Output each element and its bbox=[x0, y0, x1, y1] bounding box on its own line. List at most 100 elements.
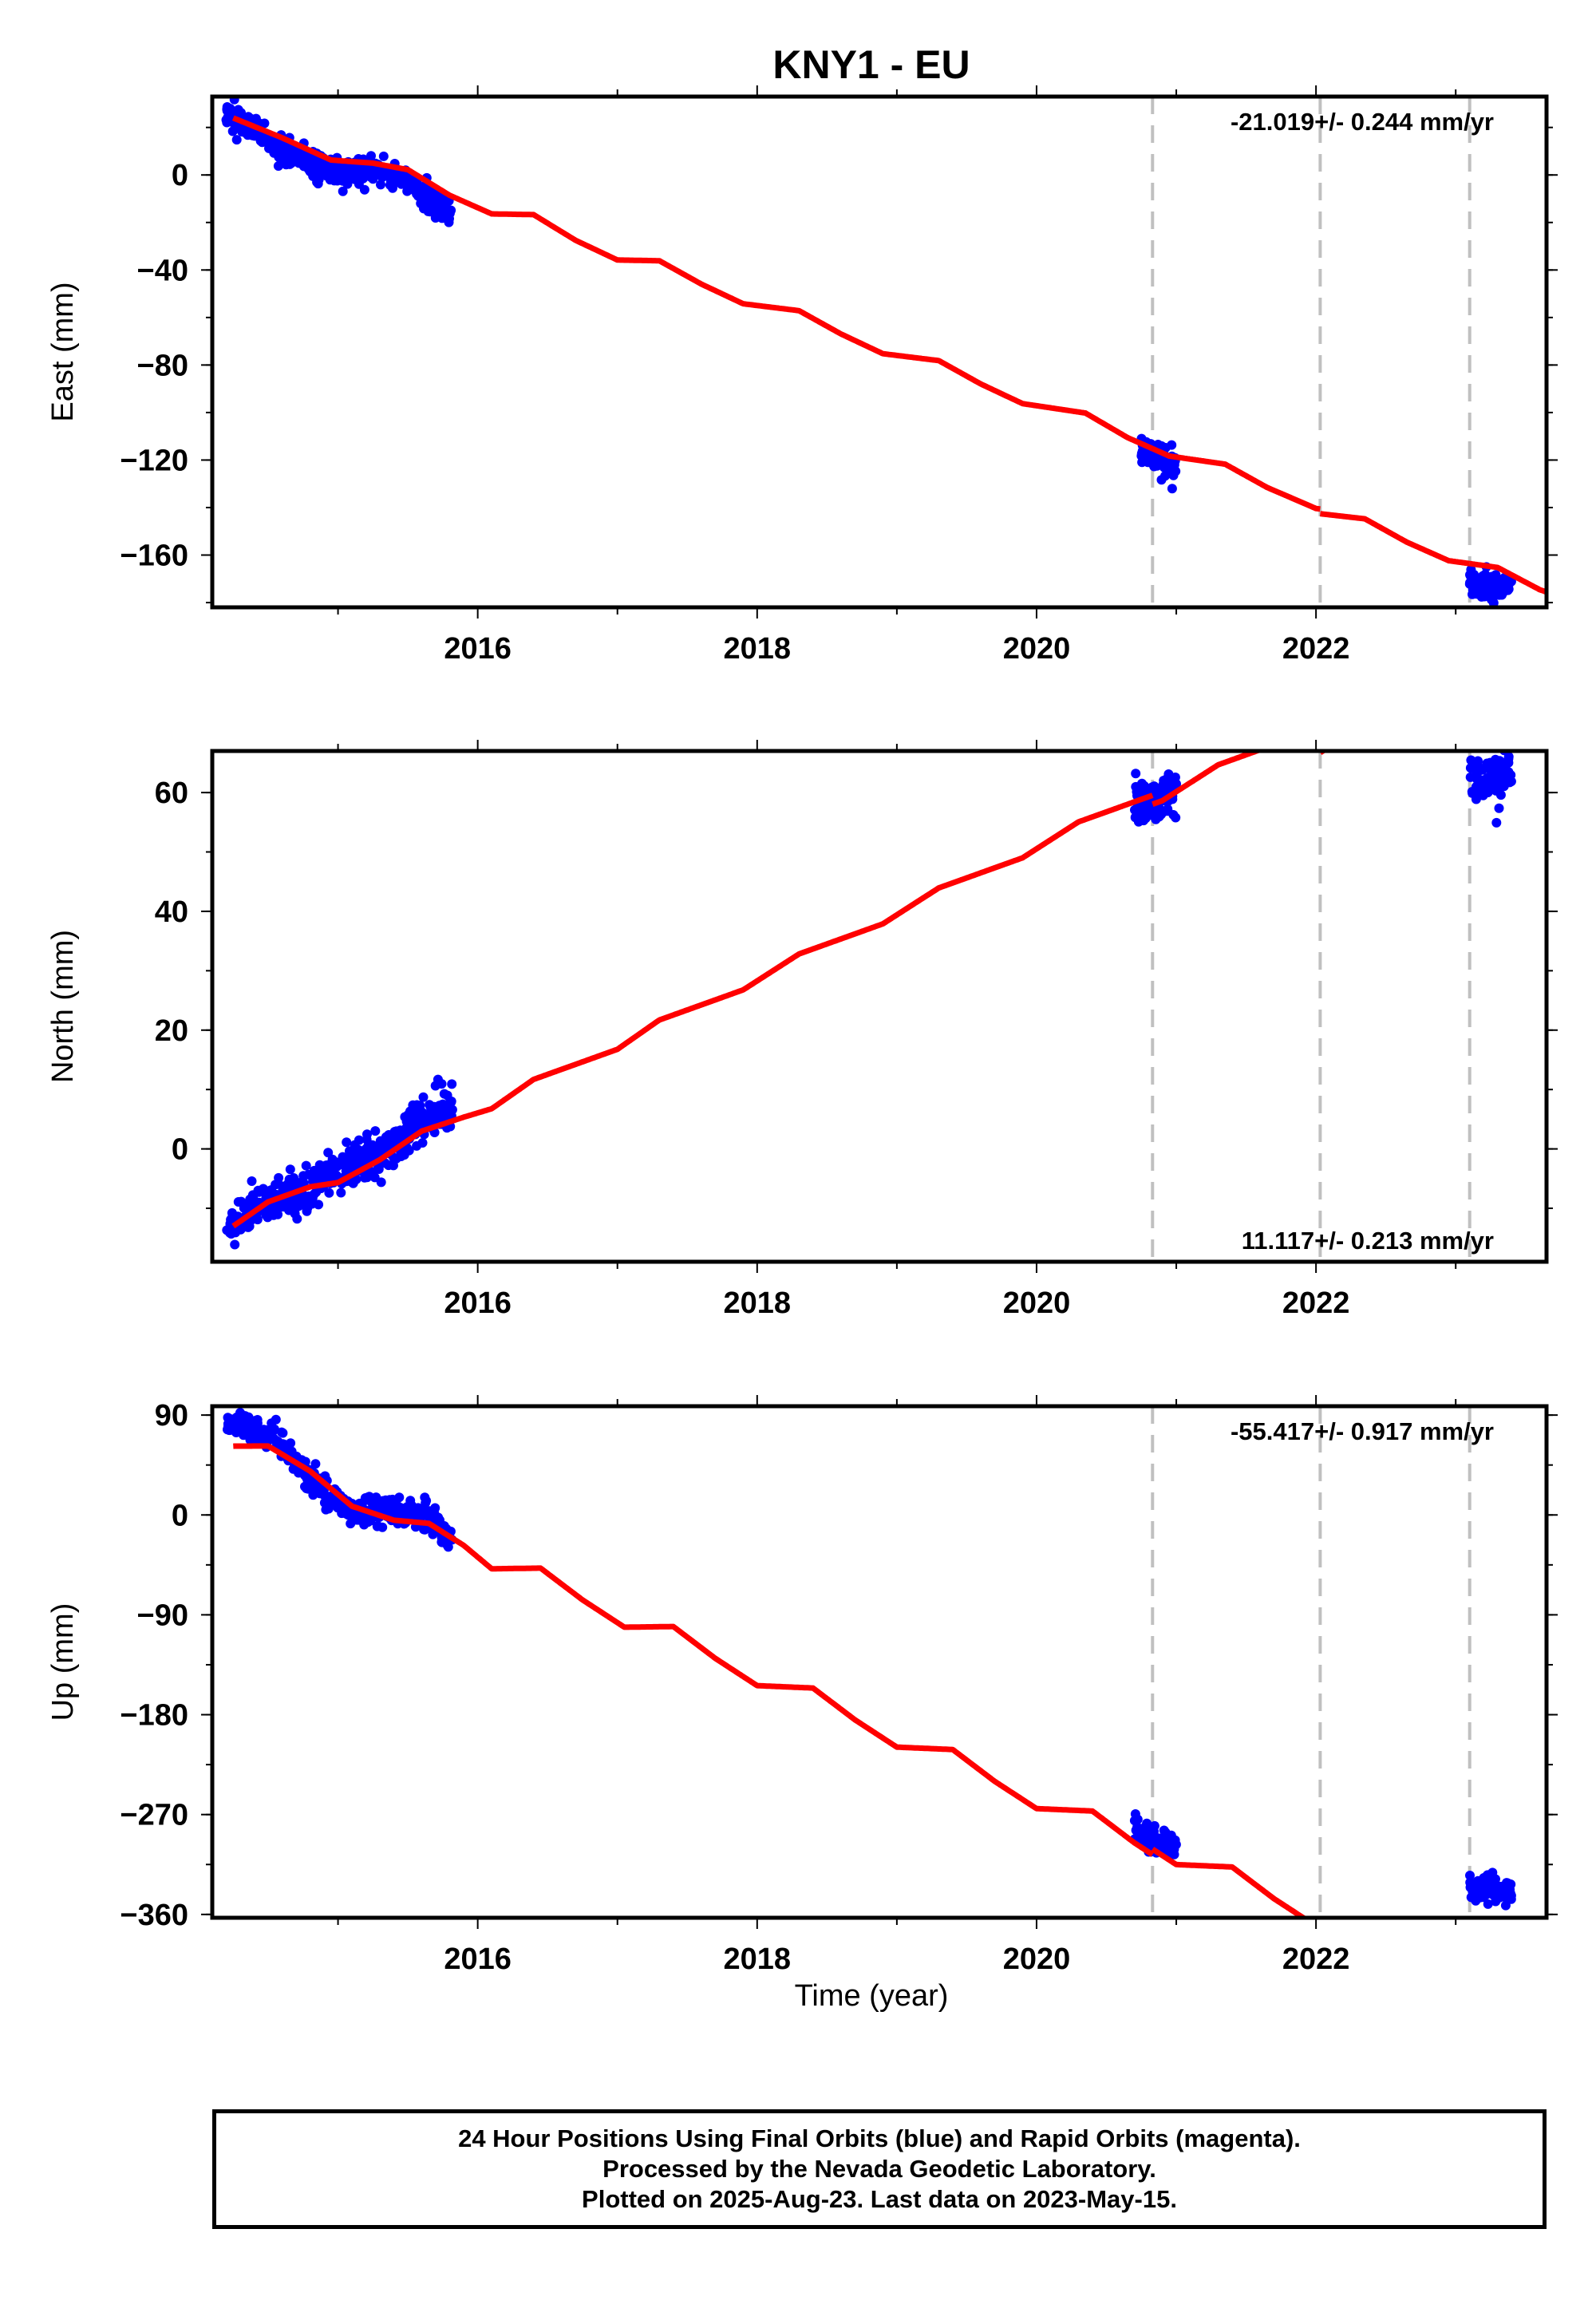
data-point bbox=[447, 1079, 457, 1089]
data-point bbox=[263, 1212, 273, 1223]
y-tick-label: 60 bbox=[155, 777, 188, 810]
panel-north: 2016 2018 2020 2022 60 40 20 0 North (mm) 11.117+… bbox=[46, 740, 1558, 1320]
y-tick-label: 40 bbox=[155, 895, 188, 929]
data-point bbox=[1486, 576, 1496, 586]
data-point bbox=[378, 168, 388, 179]
data-point bbox=[425, 1100, 435, 1110]
data-point bbox=[1137, 1835, 1147, 1844]
data-point bbox=[298, 155, 308, 165]
plot-area bbox=[223, 1406, 1516, 1918]
y-tick-label: −180 bbox=[120, 1699, 188, 1733]
data-point bbox=[227, 126, 238, 136]
data-point bbox=[439, 1535, 449, 1546]
data-point bbox=[285, 1164, 295, 1175]
panel-frame bbox=[210, 749, 1549, 1264]
data-point bbox=[233, 1423, 243, 1433]
data-point bbox=[254, 1431, 264, 1441]
data-point bbox=[1469, 758, 1479, 769]
rate-label: -21.019+/- 0.244 mm/yr bbox=[1231, 108, 1494, 136]
data-point bbox=[400, 1112, 410, 1122]
x-tick-label: 2020 bbox=[1003, 1943, 1071, 1976]
y-tick-label: 0 bbox=[172, 159, 188, 192]
x-tick-label: 2016 bbox=[444, 1943, 512, 1976]
data-point bbox=[1129, 1816, 1140, 1826]
data-point bbox=[322, 1168, 332, 1179]
data-point bbox=[1149, 1826, 1159, 1836]
model-line bbox=[1151, 751, 1266, 808]
panel-up: 2016 2018 2020 2022 90 0 −90 −180 −270 −360 Up (mm… bbox=[46, 1395, 1558, 1976]
data-point bbox=[338, 1156, 349, 1167]
data-point bbox=[227, 1207, 237, 1218]
data-point bbox=[362, 1129, 372, 1140]
data-point bbox=[327, 1154, 338, 1164]
data-point bbox=[427, 189, 437, 200]
data-point bbox=[1131, 769, 1141, 779]
data-point bbox=[289, 1173, 299, 1183]
footer-line-3: Plotted on 2025-Aug-23. Last data on 202… bbox=[582, 2185, 1177, 2213]
data-point bbox=[1491, 817, 1502, 828]
data-point bbox=[243, 1222, 253, 1232]
data-point bbox=[276, 143, 286, 153]
data-point bbox=[333, 167, 343, 177]
data-point bbox=[1499, 1887, 1508, 1897]
data-point bbox=[338, 186, 348, 196]
data-point bbox=[1139, 781, 1149, 791]
data-point bbox=[273, 1179, 283, 1189]
x-tick-label: 2022 bbox=[1282, 632, 1350, 666]
data-point bbox=[366, 151, 376, 161]
data-point bbox=[1487, 1871, 1497, 1882]
data-point bbox=[1154, 812, 1164, 822]
data-point bbox=[267, 1418, 277, 1429]
x-tick-label: 2018 bbox=[724, 632, 792, 666]
data-point bbox=[1163, 769, 1174, 779]
data-point bbox=[1167, 484, 1177, 494]
data-point bbox=[306, 1484, 317, 1494]
data-point bbox=[346, 1160, 357, 1170]
data-point bbox=[348, 1178, 358, 1188]
y-tick-label: −270 bbox=[120, 1799, 188, 1832]
data-point bbox=[372, 1502, 382, 1512]
data-point bbox=[1468, 788, 1478, 798]
x-axis-label: Time (year) bbox=[795, 1979, 949, 2013]
data-point bbox=[342, 1137, 352, 1148]
model-line bbox=[231, 115, 1154, 452]
data-point bbox=[301, 1160, 311, 1171]
data-point bbox=[347, 168, 358, 178]
y-tick-label: 0 bbox=[172, 1499, 188, 1532]
data-point bbox=[372, 1521, 382, 1531]
data-point bbox=[429, 1505, 439, 1516]
data-point bbox=[434, 1516, 444, 1525]
data-point bbox=[1495, 759, 1505, 769]
data-point bbox=[394, 1504, 405, 1514]
y-tick-label: −40 bbox=[137, 254, 188, 287]
y-tick-label: 20 bbox=[155, 1014, 188, 1048]
data-point bbox=[1502, 1878, 1511, 1888]
data-point bbox=[1494, 782, 1504, 792]
data-point bbox=[245, 1435, 255, 1445]
data-point bbox=[438, 1099, 448, 1109]
data-point bbox=[352, 1514, 361, 1524]
data-point bbox=[376, 1177, 386, 1188]
data-point bbox=[324, 1188, 334, 1198]
data-point bbox=[1495, 790, 1506, 800]
data-point bbox=[1136, 1824, 1147, 1835]
data-point bbox=[1171, 812, 1181, 823]
data-point bbox=[285, 1202, 295, 1212]
data-point bbox=[417, 1112, 427, 1122]
data-point bbox=[332, 176, 342, 186]
data-point bbox=[385, 170, 396, 180]
y-tick-label: −120 bbox=[120, 444, 188, 477]
data-point bbox=[373, 1164, 384, 1174]
data-point bbox=[404, 1145, 414, 1156]
data-point bbox=[439, 1109, 448, 1119]
data-point bbox=[411, 178, 421, 188]
data-point bbox=[326, 1498, 337, 1508]
data-point bbox=[225, 1227, 235, 1238]
y-tick-label: −90 bbox=[137, 1599, 188, 1632]
data-point bbox=[1506, 770, 1516, 781]
data-point bbox=[1139, 816, 1149, 826]
data-point bbox=[359, 184, 369, 195]
panels: 2016 2018 2020 2022 0 −40 −80 −120 −160 East (mm)… bbox=[46, 85, 1558, 1976]
plot-area bbox=[222, 751, 1516, 1262]
